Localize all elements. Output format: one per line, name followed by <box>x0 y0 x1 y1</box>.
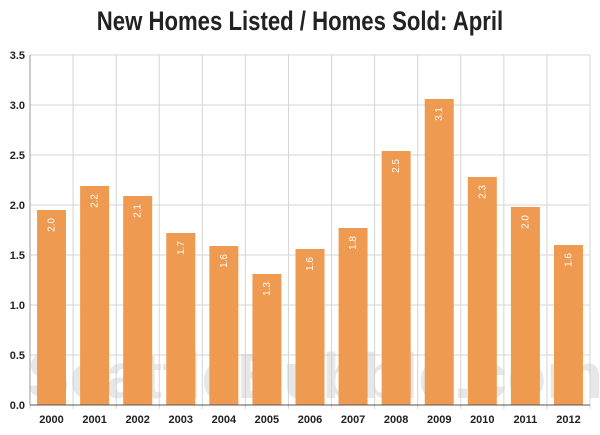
bar-data-label: 2.0 <box>47 218 58 232</box>
bar-data-label: 2.0 <box>520 215 531 229</box>
bar-data-label: 1.6 <box>563 253 574 267</box>
x-tick-label: 2006 <box>298 414 322 426</box>
x-tick-label: 2012 <box>556 414 580 426</box>
y-tick-label: 3.5 <box>10 50 25 62</box>
bar-data-label: 2.1 <box>133 204 144 218</box>
axes: 0.0 0.5 1.0 1.5 2.0 2.5 3.0 3.5 2000 2001 2002 2003… <box>10 50 590 426</box>
bar-data-label: 1.6 <box>219 254 230 268</box>
bar <box>166 233 196 405</box>
bar-data-label: 1.3 <box>262 282 273 296</box>
x-tick-label: 2011 <box>513 414 537 426</box>
x-tick-label: 2002 <box>125 414 149 426</box>
bar <box>424 99 454 405</box>
bar <box>338 228 368 405</box>
bar-data-label: 2.3 <box>477 185 488 199</box>
bar-data-label: 1.8 <box>348 236 359 250</box>
y-tick-label: 2.5 <box>10 150 25 162</box>
bar <box>80 186 110 405</box>
bar <box>37 210 67 405</box>
bar <box>123 196 153 405</box>
bar <box>381 151 411 405</box>
bar-data-label: 3.1 <box>434 107 445 121</box>
x-tick-label: 2005 <box>255 414 279 426</box>
y-tick-label: 2.0 <box>10 200 25 212</box>
bar <box>295 249 325 405</box>
chart-title: New Homes Listed / Homes Sold: April <box>96 6 504 36</box>
x-tick-label: 2004 <box>212 414 237 426</box>
y-tick-label: 3.0 <box>10 100 25 112</box>
bars: 2.0 2.2 2.1 1.7 1.6 1.3 1.6 1.8 2.5 3.1 2.3 2.0 1.6 <box>37 99 583 405</box>
y-tick-label: 0.5 <box>10 350 25 362</box>
x-tick-label: 2008 <box>384 414 408 426</box>
x-tick-label: 2000 <box>39 414 63 426</box>
bar <box>467 177 497 405</box>
y-tick-label: 0.0 <box>10 400 25 412</box>
bar-data-label: 2.2 <box>90 194 101 208</box>
bar-data-label: 1.7 <box>176 241 187 255</box>
x-tick-label: 2001 <box>82 414 106 426</box>
bar <box>252 274 282 405</box>
x-tick-label: 2010 <box>470 414 494 426</box>
x-tick-label: 2007 <box>341 414 365 426</box>
x-tick-label: 2003 <box>169 414 193 426</box>
y-tick-label: 1.5 <box>10 250 25 262</box>
bar <box>209 246 239 405</box>
bar <box>510 207 540 405</box>
bar-data-label: 1.6 <box>305 257 316 271</box>
y-tick-label: 1.0 <box>10 300 25 312</box>
bar <box>553 245 583 405</box>
x-tick-label: 2009 <box>427 414 451 426</box>
bar-data-label: 2.5 <box>391 159 402 173</box>
